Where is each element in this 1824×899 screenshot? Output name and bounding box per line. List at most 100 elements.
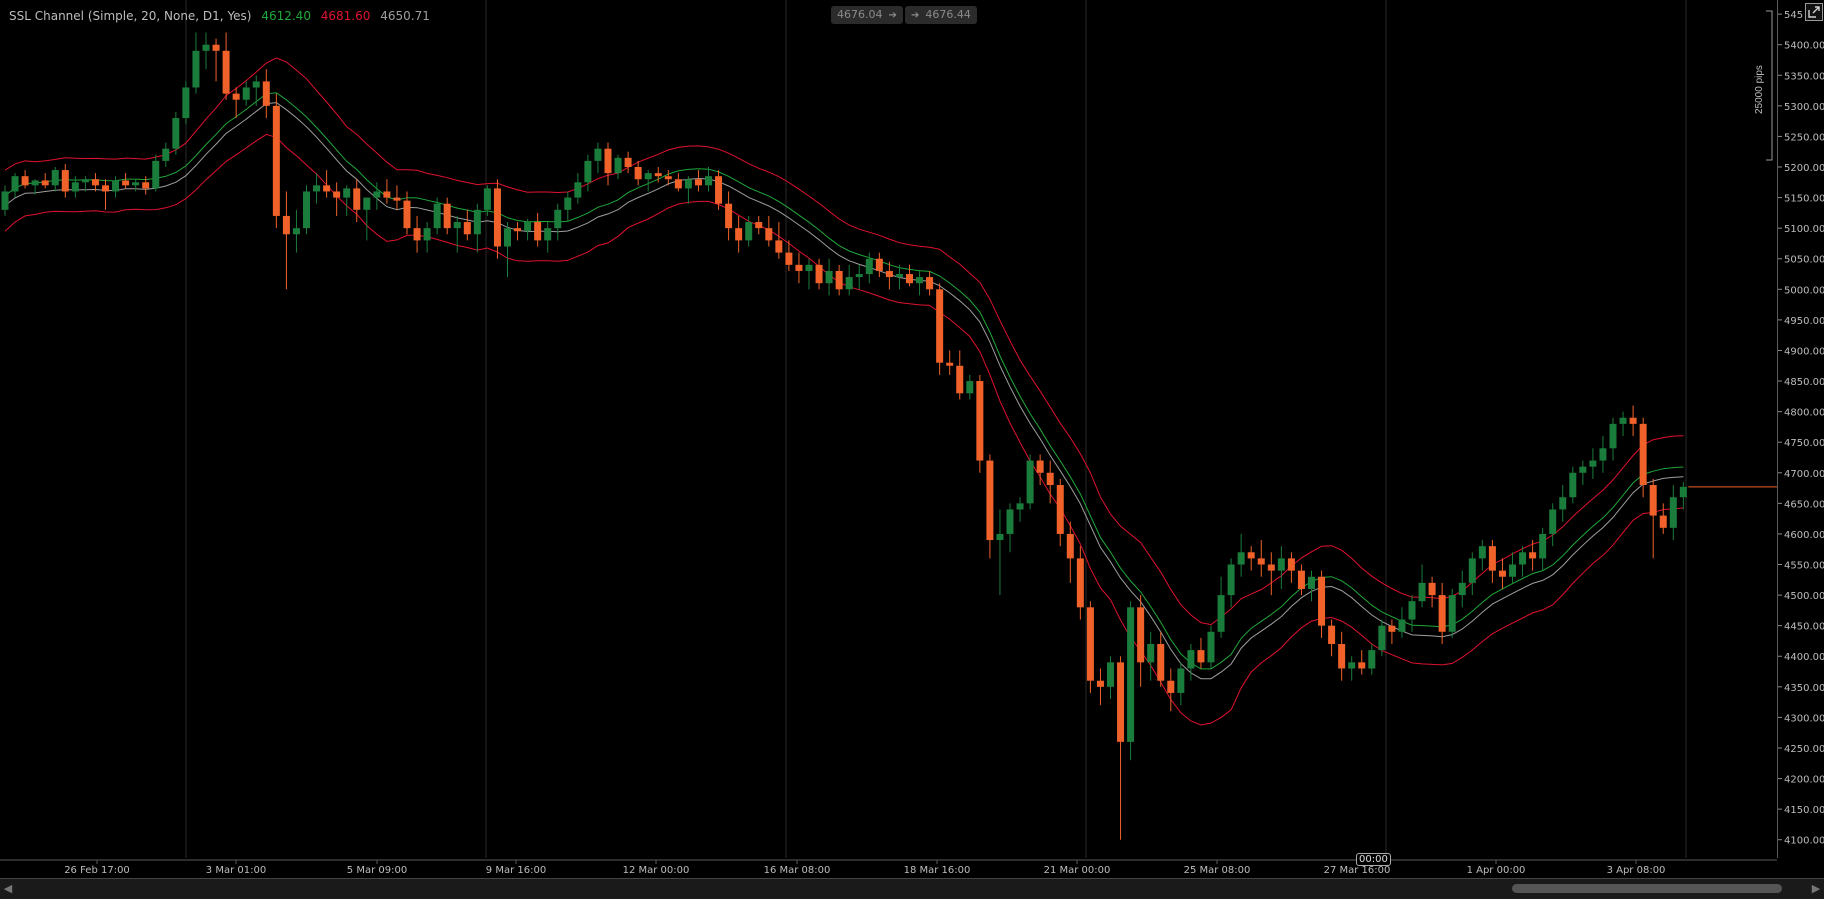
- candle-body: [343, 188, 351, 198]
- candle-body: [1167, 680, 1175, 693]
- candle: [755, 215, 763, 235]
- candle: [1659, 503, 1667, 534]
- candle: [1569, 466, 1577, 504]
- candle: [604, 142, 612, 186]
- candle: [112, 176, 120, 198]
- candle-body: [1569, 472, 1577, 498]
- candle-body: [453, 222, 461, 229]
- candle: [463, 209, 471, 241]
- candle-body: [1046, 472, 1054, 486]
- candle-body: [1277, 558, 1285, 571]
- candle-body: [483, 188, 491, 210]
- candle: [1649, 478, 1657, 559]
- candle: [745, 215, 753, 247]
- candle: [182, 81, 190, 125]
- ask-price-box[interactable]: ➔ 4676.44: [905, 6, 977, 24]
- candle-body: [1056, 485, 1064, 534]
- price-axis[interactable]: 4100.00 4150.00 4200.00 4250.00 4300.00 4350.…: [1777, 0, 1824, 858]
- candle: [1177, 662, 1185, 706]
- candle-body: [916, 277, 924, 284]
- candle: [473, 203, 481, 253]
- candle-body: [1328, 625, 1336, 645]
- candle-body: [413, 228, 421, 241]
- candle: [906, 264, 913, 287]
- scroll-left-icon[interactable]: ◀: [3, 882, 13, 895]
- candle: [202, 32, 210, 70]
- scroll-right-icon[interactable]: ▶: [1811, 882, 1821, 895]
- indicator-legend: SSL Channel (Simple, 20, None, D1, Yes) …: [9, 9, 436, 23]
- candle-body: [1006, 509, 1014, 534]
- candle: [1398, 607, 1406, 638]
- scroll-thumb[interactable]: [1512, 884, 1782, 893]
- candle: [1579, 460, 1587, 486]
- candle-body: [142, 182, 150, 189]
- pips-label: 25000 pips: [1754, 65, 1765, 114]
- candle-body: [31, 180, 39, 186]
- candle: [1529, 540, 1537, 571]
- candle-body: [1117, 662, 1125, 742]
- candle-body: [684, 179, 692, 189]
- time-axis-label: 18 Mar 16:00: [904, 865, 971, 876]
- candle: [282, 191, 290, 290]
- time-axis-label: 27 Mar 16:00: [1324, 865, 1391, 876]
- horizontal-scrollbar[interactable]: ◀ ▶: [0, 878, 1824, 899]
- candle: [122, 173, 130, 189]
- candle: [1408, 595, 1416, 632]
- candle-body: [393, 197, 401, 201]
- candle: [1509, 552, 1516, 583]
- candle: [986, 454, 994, 559]
- candle: [252, 75, 260, 106]
- candle: [11, 173, 19, 198]
- candle: [1629, 405, 1637, 437]
- candle: [393, 185, 401, 210]
- time-axis-label: 5 Mar 09:00: [347, 865, 407, 876]
- candle: [514, 222, 522, 241]
- candle: [976, 374, 984, 473]
- candle: [1599, 436, 1607, 473]
- candle: [865, 252, 873, 284]
- bid-price-box[interactable]: 4676.04 ➔: [831, 6, 903, 24]
- candle-body: [765, 228, 773, 241]
- candle-body: [222, 50, 230, 94]
- candle: [1, 185, 9, 216]
- candle: [292, 209, 300, 253]
- candle: [1137, 595, 1145, 687]
- candle-body: [674, 179, 682, 189]
- candle: [132, 179, 140, 192]
- price-axis-label: 5200.00: [1784, 163, 1824, 174]
- candle: [363, 197, 371, 241]
- candle-body: [162, 148, 170, 161]
- candle-body: [152, 160, 160, 189]
- candle: [564, 191, 572, 223]
- time-axis-label: 12 Mar 00:00: [623, 865, 690, 876]
- candle: [162, 142, 170, 168]
- time-marker[interactable]: 00:00: [1356, 853, 1391, 866]
- candle: [1388, 619, 1396, 645]
- candle: [1609, 417, 1617, 461]
- candle: [403, 191, 411, 235]
- candle-body: [1559, 497, 1567, 510]
- candle: [353, 179, 361, 223]
- candle: [956, 350, 964, 400]
- price-axis-label: 4700.00: [1784, 469, 1824, 480]
- candle: [1207, 625, 1215, 669]
- candle-body: [835, 270, 843, 290]
- candle-body: [1589, 460, 1597, 467]
- candle-body: [1066, 533, 1074, 559]
- candle-body: [11, 176, 19, 192]
- candle-body: [986, 460, 994, 541]
- candle: [855, 264, 863, 290]
- candle-body: [514, 228, 522, 232]
- candle: [996, 509, 1004, 596]
- popout-icon[interactable]: [1805, 3, 1823, 21]
- candle: [785, 240, 793, 271]
- candle-body: [775, 240, 783, 253]
- candle-body: [61, 170, 69, 192]
- candle-body: [423, 228, 431, 241]
- candle-body: [946, 362, 954, 366]
- candle-body: [1177, 668, 1185, 693]
- candle-body: [705, 176, 712, 186]
- chart-area[interactable]: 26 Feb 17:00 3 Mar 01:00 5 Mar 09:00 9 Mar …: [0, 0, 1777, 876]
- candle-body: [1107, 662, 1114, 687]
- candle: [61, 163, 69, 198]
